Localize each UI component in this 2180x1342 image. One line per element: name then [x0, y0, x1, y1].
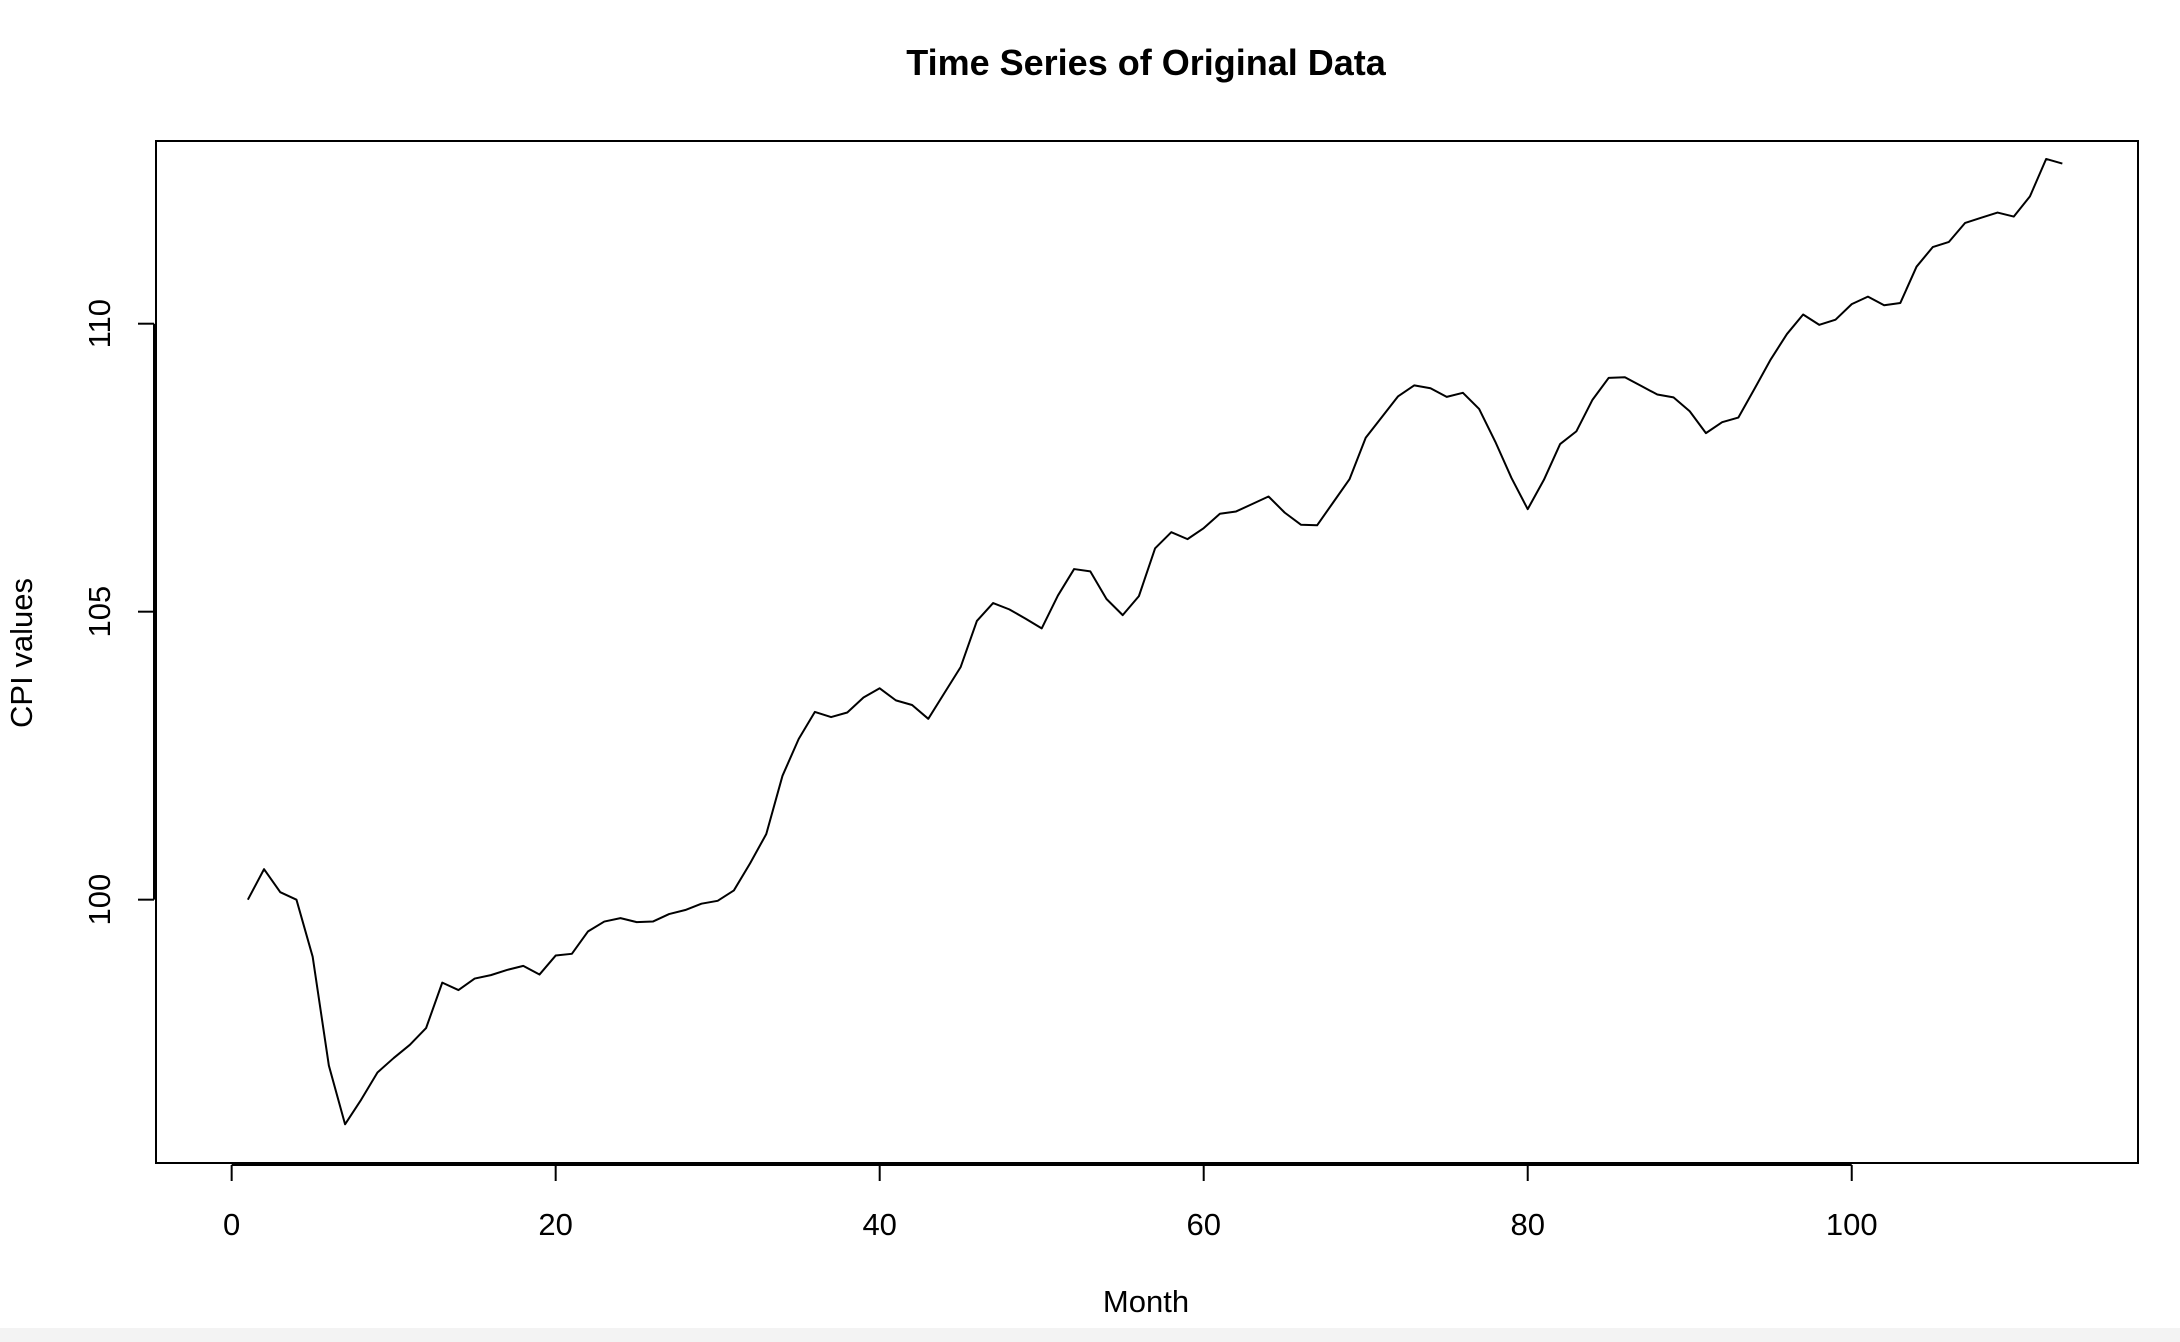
x-axis: 0 20 40 60 80 100 [223, 1164, 1878, 1242]
y-tick-label: 110 [82, 299, 117, 348]
x-tick-label: 100 [1826, 1207, 1878, 1242]
y-axis: 100 105 110 [82, 299, 155, 926]
window-bottom-strip [0, 1328, 2180, 1342]
y-axis-label: CPI values [4, 578, 39, 728]
cpi-series-line [246, 157, 2063, 1126]
chart-title: Time Series of Original Data [906, 42, 1386, 83]
x-tick-label: 60 [1186, 1207, 1220, 1242]
x-tick-label: 0 [223, 1207, 240, 1242]
x-tick-label: 20 [538, 1207, 572, 1242]
x-axis-label: Month [1103, 1284, 1189, 1319]
y-tick-label: 105 [82, 586, 117, 638]
x-tick-label: 80 [1510, 1207, 1544, 1242]
y-tick-label: 100 [82, 874, 117, 926]
x-tick-label: 40 [862, 1207, 896, 1242]
plot-frame [155, 140, 2139, 1164]
